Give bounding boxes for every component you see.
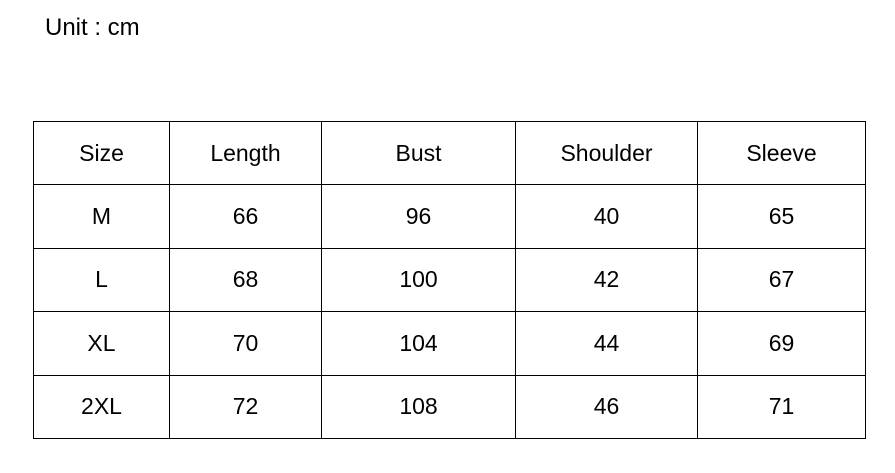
cell-size: L — [33, 247, 170, 313]
table-row: L 68 100 42 67 — [33, 247, 866, 313]
cell-length: 70 — [169, 311, 322, 376]
cell-size: 2XL — [33, 374, 170, 439]
cell-bust: 104 — [321, 311, 516, 376]
cell-size: XL — [33, 311, 170, 376]
header-shoulder: Shoulder — [515, 120, 698, 186]
size-chart-table: Size Length Bust Shoulder Sleeve M 66 96… — [33, 120, 866, 439]
table-row: M 66 96 40 65 — [33, 184, 866, 249]
table-row: XL 70 104 44 69 — [33, 311, 866, 376]
header-length: Length — [169, 120, 322, 186]
header-sleeve: Sleeve — [697, 120, 866, 186]
cell-bust: 108 — [321, 374, 516, 439]
cell-shoulder: 40 — [515, 184, 698, 249]
cell-shoulder: 46 — [515, 374, 698, 439]
cell-bust: 100 — [321, 247, 516, 313]
cell-length: 66 — [169, 184, 322, 249]
cell-sleeve: 71 — [697, 374, 866, 439]
cell-size: M — [33, 184, 170, 249]
cell-sleeve: 69 — [697, 311, 866, 376]
cell-sleeve: 67 — [697, 247, 866, 313]
unit-label: Unit : cm — [45, 14, 140, 41]
header-size: Size — [33, 120, 170, 186]
table-header-row: Size Length Bust Shoulder Sleeve — [33, 120, 866, 186]
cell-shoulder: 44 — [515, 311, 698, 376]
cell-length: 68 — [169, 247, 322, 313]
header-bust: Bust — [321, 120, 516, 186]
cell-length: 72 — [169, 374, 322, 439]
cell-shoulder: 42 — [515, 247, 698, 313]
cell-sleeve: 65 — [697, 184, 866, 249]
table-row: 2XL 72 108 46 71 — [33, 374, 866, 439]
cell-bust: 96 — [321, 184, 516, 249]
